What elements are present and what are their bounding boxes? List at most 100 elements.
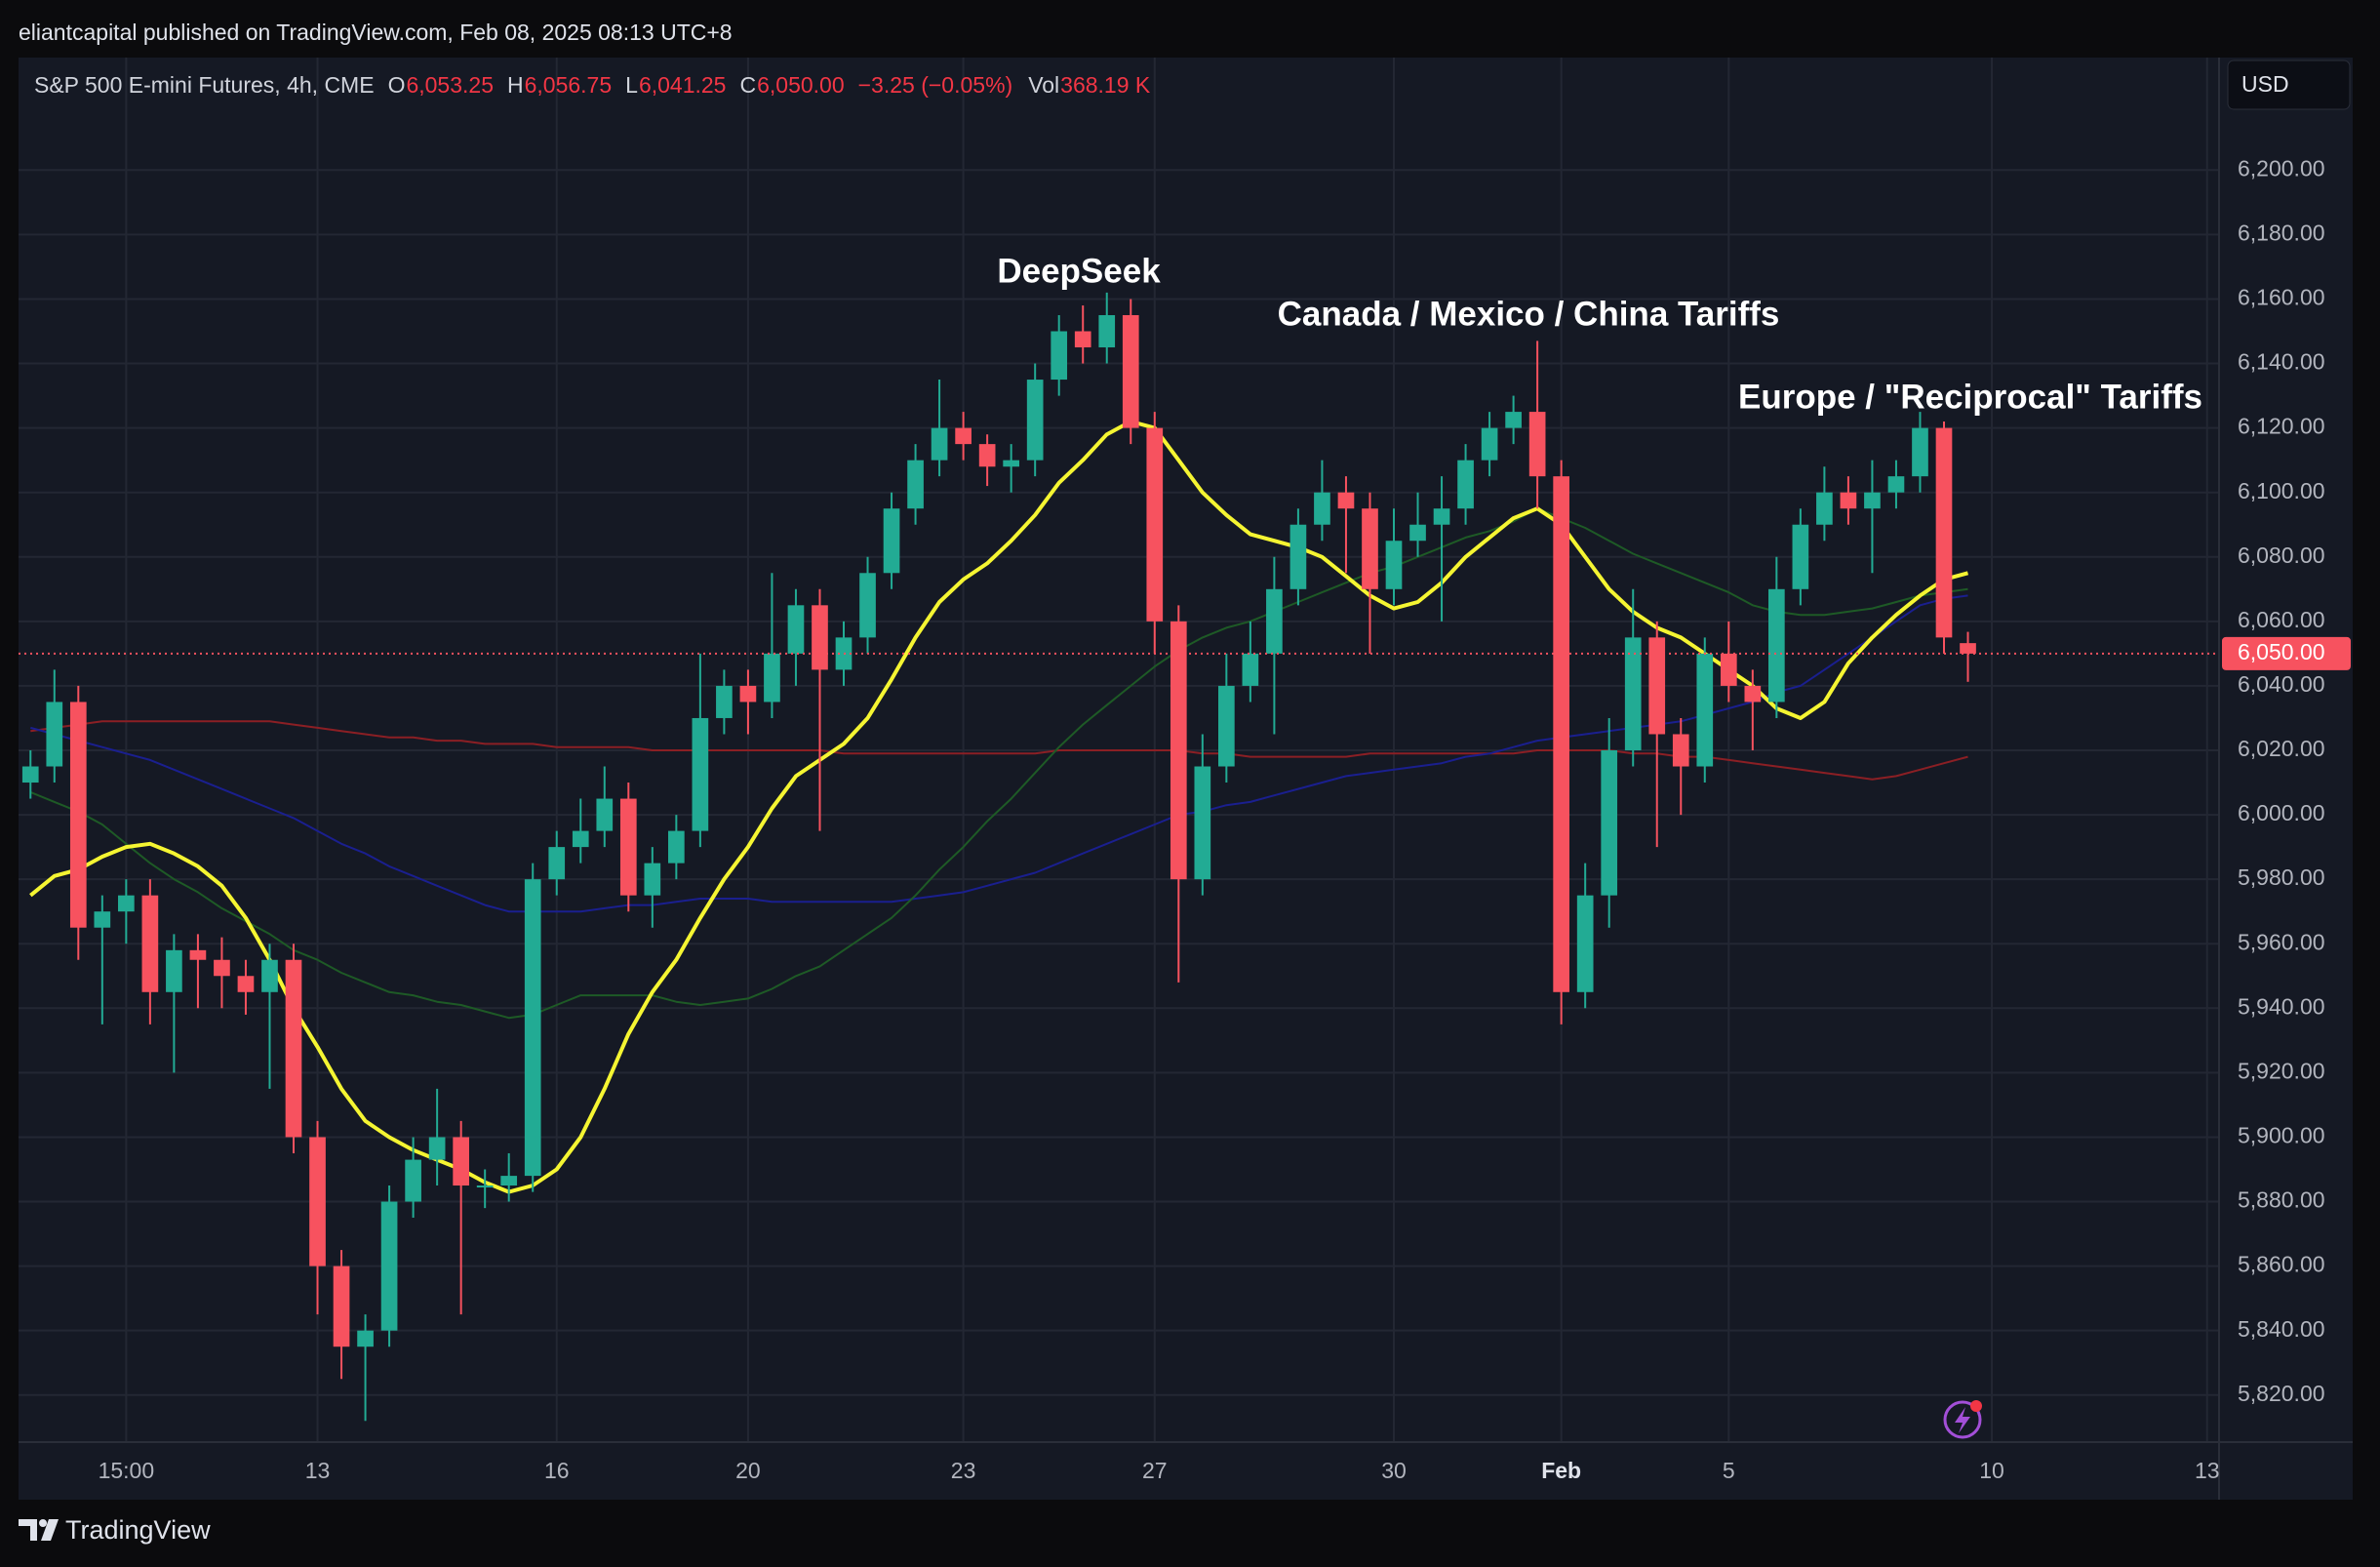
y-tick-label: 5,920.00 [2238,1058,2325,1083]
candle-body [1433,508,1450,525]
price-change: −3.25 (−0.05%) [858,72,1013,98]
ohlc-value: 6,056.75 [525,72,613,98]
candle-body [1194,766,1211,880]
candle-body [309,1137,326,1266]
candle-body [1601,749,1618,896]
y-tick-label: 6,100.00 [2238,478,2325,503]
candle-body [907,460,924,509]
candle-body [596,798,614,831]
x-tick-label: 16 [544,1458,570,1483]
candle-body [619,798,637,896]
candle-body [787,605,805,654]
annotation: Europe / "Reciprocal" Tariffs [1738,378,2202,416]
candle-body [548,847,566,880]
grid [19,58,2219,1442]
annotation: Canada / Mexico / China Tariffs [1278,295,1780,333]
alert-ring [1943,1400,1982,1439]
candle-body [1314,492,1330,525]
annotation: DeepSeek [997,252,1161,290]
x-tick-label: 13 [305,1458,331,1483]
candle-body [1481,427,1498,461]
candle-body [1409,524,1426,542]
y-tick-label: 6,020.00 [2238,736,2325,761]
currency-label: USD [2241,71,2289,97]
y-tick-label: 5,960.00 [2238,929,2325,954]
candle-body [46,702,63,767]
candle-body [357,1330,374,1347]
candle-body [716,685,733,718]
candle-body [1051,331,1068,381]
candle-body [1170,621,1187,880]
candle-body [1026,380,1044,461]
y-tick-label: 6,060.00 [2238,607,2325,632]
candle-body [1553,476,1569,992]
candle-body [476,1185,494,1188]
candle-body [1122,314,1139,428]
candle-body [1720,653,1737,686]
candle-body [692,717,709,831]
candle-body [500,1176,518,1186]
candle-body [1289,524,1307,589]
alert-icon[interactable] [1943,1400,1982,1439]
candle-body [1098,314,1116,348]
moving-averages [29,420,1969,1194]
moving-average-line [30,720,1968,781]
candle-body [166,949,182,992]
ohlc-label: C [739,72,756,98]
candle-body [214,959,230,977]
candle-body [1696,653,1714,767]
candle-body [859,573,876,638]
candle-body [572,830,589,848]
candle-body [1074,331,1091,348]
currency-button[interactable] [2227,60,2351,110]
x-tick-label: 20 [735,1458,761,1483]
x-tick-label: Feb [1541,1458,1581,1483]
ohlc-label: L [625,72,638,98]
candle-body [764,653,780,703]
y-tick-label: 6,040.00 [2238,671,2325,697]
candle-body [285,959,302,1138]
candle-body [1768,588,1785,703]
candle-body [1912,427,1928,477]
candle-body [739,685,757,703]
candle-body [1576,895,1594,992]
candle-body [883,508,900,574]
candle-body [118,895,135,912]
moving-average-line [30,594,1968,913]
candle-body [931,427,948,461]
candle-body [644,863,661,896]
logo-dot [39,1519,47,1527]
candle-body [1960,643,1976,654]
candle-body [1935,427,1953,638]
candle-body [1744,685,1762,703]
candle-body [812,605,828,670]
y-tick-label: 5,820.00 [2238,1381,2325,1406]
candle-body [1816,492,1833,525]
candle-body [1528,412,1546,477]
candle-body [261,959,278,992]
candle-body [21,766,39,784]
ohlc-value: 6,053.25 [406,72,494,98]
candle-body [94,911,111,928]
y-tick-label: 6,200.00 [2238,155,2325,181]
candle-body [1337,492,1355,509]
y-tick-label: 5,980.00 [2238,864,2325,890]
candle-body [1362,508,1378,589]
logo-slash [41,1519,59,1541]
last-price-label: 6,050.00 [2238,639,2325,664]
x-tick-label: 27 [1142,1458,1168,1483]
symbol-title: S&P 500 E-mini Futures, 4h, CME [34,72,375,98]
candles [21,292,1976,1422]
last-price-box [2222,636,2351,670]
y-tick-label: 6,140.00 [2238,349,2325,375]
candle-body [1457,460,1474,509]
volume-value: 368.19 K [1060,72,1151,98]
candle-body [1648,637,1666,735]
publisher-banner: eliantcapital published on TradingView.c… [19,20,733,45]
candle-body [1218,685,1235,767]
y-tick-label: 5,840.00 [2238,1316,2325,1342]
candle-body [1672,734,1689,767]
alert-dot [1970,1400,1982,1412]
candle-body [380,1201,398,1331]
